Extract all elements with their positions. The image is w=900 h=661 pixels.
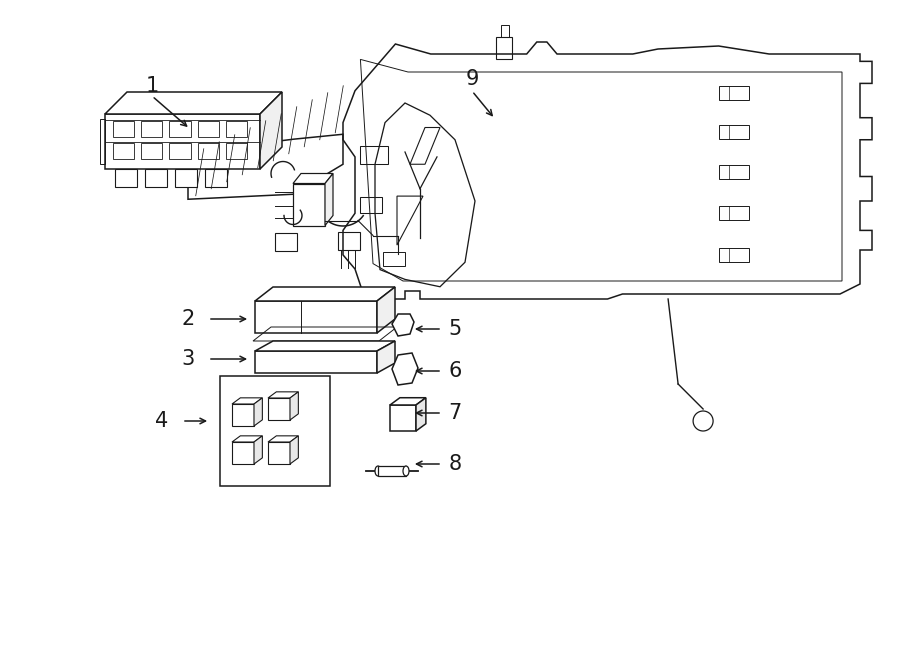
Bar bbox=[226, 120, 247, 137]
Polygon shape bbox=[377, 287, 395, 333]
Text: 6: 6 bbox=[448, 361, 462, 381]
Bar bbox=[169, 120, 191, 137]
Bar bbox=[141, 120, 162, 137]
Bar bbox=[197, 120, 219, 137]
Polygon shape bbox=[255, 351, 377, 373]
Polygon shape bbox=[268, 436, 299, 442]
Polygon shape bbox=[254, 436, 263, 464]
Bar bbox=[141, 143, 162, 159]
Polygon shape bbox=[268, 392, 299, 398]
Polygon shape bbox=[416, 398, 426, 431]
Bar bbox=[175, 169, 197, 187]
Bar bbox=[226, 143, 247, 159]
Polygon shape bbox=[232, 442, 254, 464]
Polygon shape bbox=[254, 398, 263, 426]
Polygon shape bbox=[268, 398, 290, 420]
Text: 5: 5 bbox=[448, 319, 462, 339]
Polygon shape bbox=[232, 404, 254, 426]
Text: 3: 3 bbox=[182, 349, 194, 369]
Polygon shape bbox=[105, 114, 260, 169]
Polygon shape bbox=[325, 173, 333, 225]
Polygon shape bbox=[255, 301, 377, 333]
Text: 4: 4 bbox=[156, 411, 168, 431]
Polygon shape bbox=[260, 92, 282, 169]
Polygon shape bbox=[232, 398, 263, 404]
Bar bbox=[718, 248, 749, 262]
Polygon shape bbox=[293, 184, 325, 225]
Polygon shape bbox=[105, 92, 282, 114]
Text: 9: 9 bbox=[465, 69, 479, 89]
Bar bbox=[360, 146, 388, 164]
Polygon shape bbox=[377, 341, 395, 373]
Bar bbox=[383, 253, 405, 266]
Polygon shape bbox=[293, 173, 333, 184]
Polygon shape bbox=[290, 436, 299, 464]
Bar bbox=[205, 169, 227, 187]
Bar bbox=[220, 376, 330, 486]
Polygon shape bbox=[232, 436, 263, 442]
Polygon shape bbox=[255, 287, 395, 301]
Bar bbox=[718, 165, 749, 178]
Bar bbox=[145, 169, 167, 187]
Polygon shape bbox=[255, 341, 395, 351]
Text: 1: 1 bbox=[146, 76, 158, 96]
Bar bbox=[275, 233, 297, 251]
Ellipse shape bbox=[375, 466, 381, 476]
Ellipse shape bbox=[403, 466, 409, 476]
Bar bbox=[718, 206, 749, 220]
Bar bbox=[718, 86, 749, 100]
Bar bbox=[169, 143, 191, 159]
Polygon shape bbox=[392, 314, 414, 336]
Bar bbox=[113, 143, 134, 159]
Bar bbox=[501, 25, 509, 37]
Polygon shape bbox=[392, 353, 418, 385]
Bar bbox=[360, 197, 382, 214]
Polygon shape bbox=[390, 398, 426, 405]
Bar bbox=[197, 143, 219, 159]
Text: 2: 2 bbox=[182, 309, 194, 329]
Bar bbox=[497, 37, 512, 59]
Polygon shape bbox=[290, 392, 299, 420]
Polygon shape bbox=[390, 405, 416, 431]
Bar bbox=[338, 232, 360, 250]
Polygon shape bbox=[268, 442, 290, 464]
Text: 7: 7 bbox=[448, 403, 462, 423]
Bar bbox=[113, 120, 134, 137]
Bar bbox=[115, 169, 137, 187]
Text: 8: 8 bbox=[448, 454, 462, 474]
Bar bbox=[718, 126, 749, 139]
Bar bbox=[378, 466, 406, 476]
